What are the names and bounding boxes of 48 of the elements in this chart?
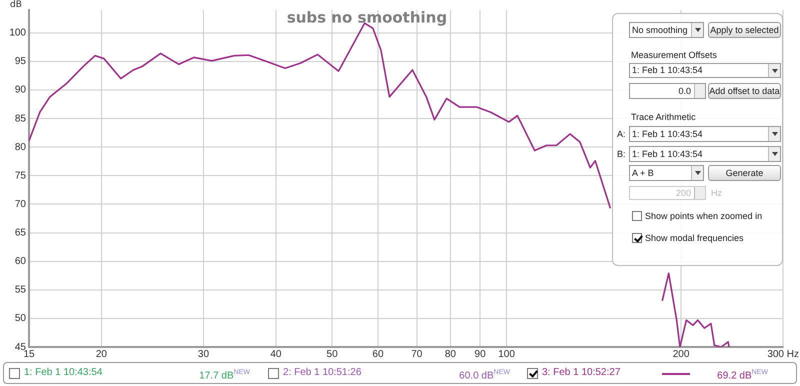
dropdown-field: 1: Feb 1 10:43:54 xyxy=(629,146,781,162)
text: 3: Feb 1 10:52:27 xyxy=(542,366,620,380)
x-tick-label: 40 xyxy=(270,348,282,360)
y-tick-label: 85 xyxy=(14,113,26,124)
y-tick-label: 50 xyxy=(14,313,26,324)
y-tick-label: 100 xyxy=(9,28,26,39)
y-axis-title: dB xyxy=(10,0,22,10)
x-tick-label: 70 xyxy=(411,348,423,360)
x-tick-label: 50 xyxy=(326,348,338,360)
y-tick-label: 70 xyxy=(14,198,26,210)
annotation: Trace Arithmetic xyxy=(631,111,696,124)
x-tick-label: 20 xyxy=(96,348,108,360)
y-tick-label: 65 xyxy=(14,228,26,239)
y-tick-label: 55 xyxy=(14,284,26,296)
x-tick-label: 200 xyxy=(672,348,690,360)
y-tick-label: 60 xyxy=(14,256,26,268)
annotation: B: xyxy=(617,148,626,161)
x-tick-label: 300 Hz xyxy=(767,348,799,360)
y-tick-label: 75 xyxy=(14,170,26,182)
dropdown-field: A + B xyxy=(629,165,704,181)
x-tick-label: 15 xyxy=(23,348,35,360)
text: 60.0 dB$^{NEW}$ xyxy=(459,368,510,382)
y-tick-label: 95 xyxy=(14,56,26,68)
dropdown-field: 1: Feb 1 10:43:54 xyxy=(629,126,781,142)
x-tick-label: 30 xyxy=(198,348,210,360)
text: 17.7 dB$^{NEW}$ xyxy=(199,368,250,382)
text: 2: Feb 1 10:51:26 xyxy=(283,366,362,380)
annotation: A: xyxy=(617,128,626,141)
text: 69.2 dB$^{NEW}$ xyxy=(717,368,768,382)
button: Generate xyxy=(708,165,781,181)
number-field: 0.0 xyxy=(629,83,706,99)
x-tick-label: 80 xyxy=(444,348,456,360)
button: Apply to selected xyxy=(708,22,781,38)
y-tick-label: 90 xyxy=(14,84,26,96)
annotation: Measurement Offsets xyxy=(631,49,717,62)
chart-title: subs no smoothing xyxy=(286,8,448,26)
annotation: Hz xyxy=(711,187,722,200)
x-tick-label: 60 xyxy=(372,348,384,360)
dropdown-field: No smoothing xyxy=(629,22,704,38)
number-field: 200 xyxy=(629,186,706,200)
x-tick-label: 100 xyxy=(498,348,516,360)
dropdown-field: 1: Feb 1 10:43:54 xyxy=(629,63,781,78)
annotation: Show points when zoomed in xyxy=(645,210,762,223)
text: 1: Feb 1 10:43:54 xyxy=(24,366,102,380)
y-tick-label: 80 xyxy=(14,142,26,153)
annotation: Show modal frequencies xyxy=(645,232,744,245)
button: Add offset to data xyxy=(708,83,781,99)
x-tick-label: 90 xyxy=(474,348,486,360)
